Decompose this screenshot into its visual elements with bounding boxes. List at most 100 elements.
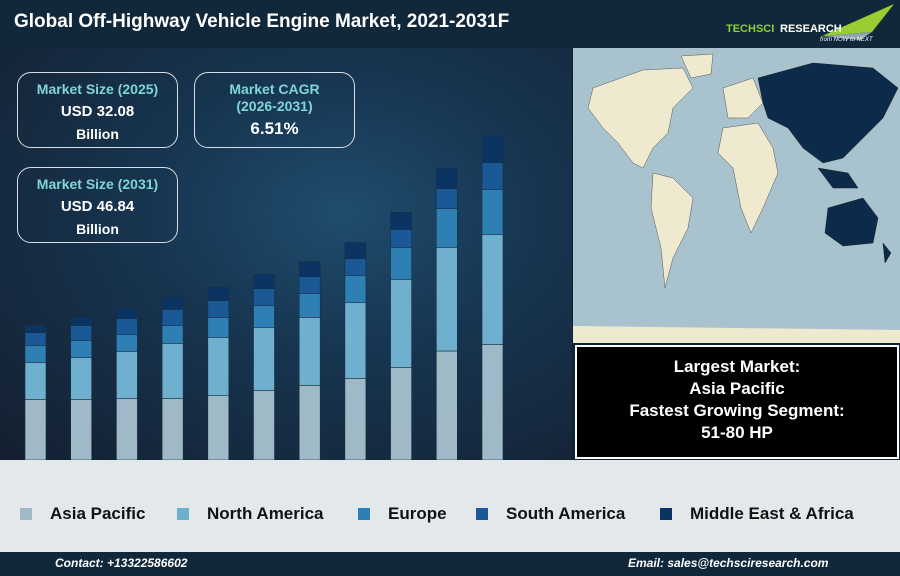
legend-swatch xyxy=(177,508,189,520)
greenland xyxy=(680,53,714,79)
africa xyxy=(717,122,779,234)
bar-2026E-north-america xyxy=(253,327,275,391)
largest-market-label: Largest Market: xyxy=(673,357,801,376)
bar-2022-europe xyxy=(70,340,92,358)
svg-text:RESEARCH: RESEARCH xyxy=(780,23,842,35)
bar-2029F-asia-pacific xyxy=(390,367,412,460)
bar-2031F-europe xyxy=(481,189,504,235)
bar-2026E-middle-east-africa xyxy=(253,274,275,289)
antarctica xyxy=(573,326,900,343)
kpi-label: Market CAGR (2026-2031) xyxy=(229,81,320,114)
kpi-market-size-2031: Market Size (2031) USD 46.84 Billion xyxy=(17,167,178,243)
legend-swatch xyxy=(358,508,370,520)
bar-2023-asia-pacific xyxy=(116,398,138,460)
kpi-cagr: Market CAGR (2026-2031) 6.51% xyxy=(194,72,355,148)
key-insights-panel: Largest Market: Asia Pacific Fastest Gro… xyxy=(575,345,899,459)
europe xyxy=(722,77,764,119)
legend-item: South America xyxy=(476,504,625,524)
asia-pacific-highlight xyxy=(757,62,899,264)
bar-2023-middle-east-africa xyxy=(116,308,138,319)
kpi-unit: Billion xyxy=(76,221,119,237)
legend: Asia Pacific North America Europe South Ame… xyxy=(0,460,900,552)
kpi-label: Market Size (2025) xyxy=(36,81,159,97)
bar-2023-north-america xyxy=(116,351,138,399)
north-america xyxy=(587,67,694,169)
legend-item: Asia Pacific xyxy=(20,504,145,524)
bar-2028F-north-america xyxy=(344,302,367,379)
bar-2022-south-america xyxy=(70,325,92,341)
kpi-value: 6.51% xyxy=(250,119,299,138)
bar-2030F-asia-pacific xyxy=(435,350,458,460)
bar-2025-asia-pacific xyxy=(207,395,230,460)
kpi-label: Market Size (2031) xyxy=(36,176,159,192)
bar-2024-asia-pacific xyxy=(161,398,184,460)
bar-2024-south-america xyxy=(161,309,184,326)
bar-2021-south-america xyxy=(24,332,47,346)
legend-label: North America xyxy=(207,504,324,523)
bar-2030F-europe xyxy=(435,208,458,248)
contact-phone: Contact: +13322586602 xyxy=(55,556,188,570)
bar-2025-north-america xyxy=(207,337,230,396)
legend-label: Asia Pacific xyxy=(50,504,146,523)
footer: Contact: +13322586602 Email: sales@techs… xyxy=(0,552,900,576)
bar-2028F-south-america xyxy=(344,258,367,276)
bar-2031F-south-america xyxy=(481,162,504,190)
legend-item: Europe xyxy=(358,504,447,524)
legend-label: South America xyxy=(506,504,626,523)
bar-2025-south-america xyxy=(207,300,230,318)
fastest-segment-label: Fastest Growing Segment: xyxy=(629,401,845,420)
bar-2026E-south-america xyxy=(253,288,275,306)
svg-text:TECHSCI: TECHSCI xyxy=(726,23,774,35)
kpi-value: USD 32.08 xyxy=(60,103,135,120)
bar-2028F-asia-pacific xyxy=(344,378,367,460)
bar-2022-asia-pacific xyxy=(70,399,92,460)
legend-swatch xyxy=(660,508,672,520)
bar-2027F-south-america xyxy=(298,276,321,294)
kpi-unit: Billion xyxy=(76,126,119,142)
bar-2024-europe xyxy=(161,325,184,344)
legend-label: Middle East & Africa xyxy=(690,504,854,523)
bar-2028F-europe xyxy=(344,275,367,303)
bar-2022-north-america xyxy=(70,357,92,400)
bar-2021-north-america xyxy=(24,362,47,400)
largest-market-value: Asia Pacific xyxy=(689,379,785,398)
bar-2026E-europe xyxy=(253,305,275,328)
bar-2023-europe xyxy=(116,334,138,352)
south-america xyxy=(650,172,694,289)
bar-2031F-north-america xyxy=(481,234,504,345)
kpi-market-size-2025: Market Size (2025) USD 32.08 Billion xyxy=(17,72,178,148)
bar-chart xyxy=(24,135,504,460)
bar-2030F-north-america xyxy=(435,247,458,352)
legend-label: Europe xyxy=(388,504,447,523)
chart-area: Market Size (2025) USD 32.08 Billion Mar… xyxy=(0,48,572,460)
bar-2024-north-america xyxy=(161,343,184,399)
fastest-segment-value: 51-80 HP xyxy=(701,423,773,442)
legend-item: Middle East & Africa xyxy=(660,504,854,524)
bar-2024-middle-east-africa xyxy=(161,297,184,310)
bar-2027F-europe xyxy=(298,293,321,318)
bar-2026E-asia-pacific xyxy=(253,390,275,460)
bar-2022-middle-east-africa xyxy=(70,317,92,326)
svg-text:from NOW to NEXT: from NOW to NEXT xyxy=(820,37,874,43)
techsci-logo: TECHSCI RESEARCH from NOW to NEXT xyxy=(726,4,894,43)
bar-2029F-middle-east-africa xyxy=(390,212,412,230)
bar-2028F-middle-east-africa xyxy=(344,242,367,259)
legend-swatch xyxy=(20,508,32,520)
bar-2021-asia-pacific xyxy=(24,399,47,460)
legend-item: North America xyxy=(177,504,324,524)
bar-2029F-europe xyxy=(390,247,412,280)
bar-2027F-middle-east-africa xyxy=(298,261,321,277)
page-title: Global Off-Highway Vehicle Engine Market… xyxy=(14,11,510,32)
bar-2027F-asia-pacific xyxy=(298,385,321,460)
bar-2027F-north-america xyxy=(298,317,321,386)
contact-email: Email: sales@techsciresearch.com xyxy=(628,556,829,570)
bar-2025-europe xyxy=(207,317,230,338)
legend-swatch xyxy=(476,508,488,520)
bar-2031F-middle-east-africa xyxy=(481,135,504,163)
bar-2025-middle-east-africa xyxy=(207,287,230,301)
bar-2021-middle-east-africa xyxy=(24,324,47,333)
bar-2023-south-america xyxy=(116,318,138,335)
kpi-value: USD 46.84 xyxy=(60,198,135,215)
world-map xyxy=(573,48,900,343)
bar-2029F-north-america xyxy=(390,279,412,368)
